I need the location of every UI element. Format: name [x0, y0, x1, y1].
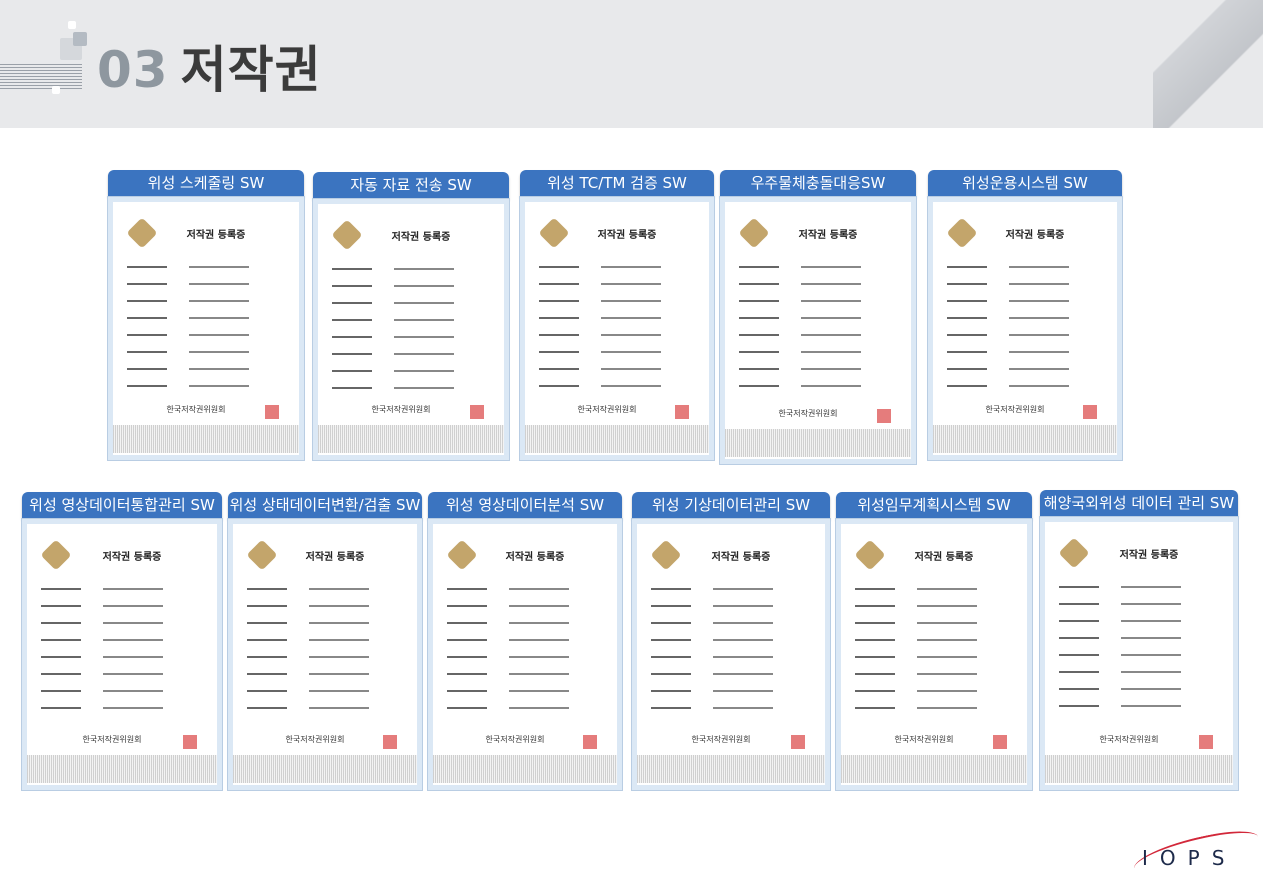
card-label: 위성 TC/TM 검증 SW — [520, 170, 714, 197]
certificate-fields — [947, 260, 1103, 396]
section-number: 03 — [97, 41, 169, 99]
certificate-fields — [1059, 580, 1219, 716]
certificate-footer-pattern — [841, 755, 1027, 783]
certificate-footer-pattern — [433, 755, 617, 783]
certificate-heading: 저작권 등록증 — [505, 552, 565, 563]
certificate-card: 위성 상태데이터변환/검출 SW 저작권 등록증 한국저작권위원회 — [227, 492, 423, 791]
certificate-document: 저작권 등록증 한국저작권위원회 — [835, 518, 1033, 791]
section-title: 저작권 — [180, 41, 322, 99]
certificate-fields — [41, 582, 203, 718]
certificate-footer-pattern — [1045, 755, 1233, 783]
certificate-document: 저작권 등록증 한국저작권위원회 — [631, 518, 831, 791]
official-seal-icon — [183, 735, 197, 749]
certificate-card: 위성 영상데이터통합관리 SW 저작권 등록증 한국저작권위원회 — [21, 492, 223, 791]
official-seal-icon — [1083, 405, 1097, 419]
official-seal-icon — [383, 735, 397, 749]
certificate-footer-pattern — [113, 425, 299, 453]
certificate-footer-pattern — [637, 755, 825, 783]
certificate-footer-pattern — [233, 755, 417, 783]
official-seal-icon — [1199, 735, 1213, 749]
certificate-authority: 한국저작권위원회 — [371, 405, 431, 414]
certificate-footer-pattern — [933, 425, 1117, 453]
certificate-card: 위성 TC/TM 검증 SW 저작권 등록증 한국저작권위원회 — [519, 170, 715, 461]
page-title: 03 저작권 — [97, 30, 322, 102]
official-seal-icon — [791, 735, 805, 749]
certificate-card: 위성 영상데이터분석 SW 저작권 등록증 한국저작권위원회 — [427, 492, 623, 791]
official-seal-icon — [993, 735, 1007, 749]
iops-logo: IOPS — [1142, 846, 1237, 870]
official-seal-icon — [583, 735, 597, 749]
certificate-heading: 저작권 등록증 — [1005, 230, 1065, 241]
certificate-card: 자동 자료 전송 SW 저작권 등록증 한국저작권위원회 — [312, 172, 510, 461]
decorative-lines — [0, 64, 82, 91]
certificate-document: 저작권 등록증 한국저작권위원회 — [519, 196, 715, 461]
card-label: 위성 상태데이터변환/검출 SW — [228, 492, 422, 519]
certificate-authority: 한국저작권위원회 — [985, 405, 1045, 414]
certificate-card: 우주물체충돌대응SW 저작권 등록증 한국저작권위원회 — [719, 170, 917, 465]
certificate-heading: 저작권 등록증 — [186, 230, 246, 241]
certificate-fields — [332, 262, 490, 398]
certificate-fields — [127, 260, 285, 396]
certificate-footer-pattern — [725, 429, 911, 457]
decor-square — [52, 86, 60, 94]
official-seal-icon — [265, 405, 279, 419]
official-seal-icon — [877, 409, 891, 423]
card-label: 위성운용시스템 SW — [928, 170, 1122, 197]
certificate-card: 해양국외위성 데이터 관리 SW 저작권 등록증 한국저작권위원회 — [1039, 490, 1239, 791]
certificate-document: 저작권 등록증 한국저작권위원회 — [227, 518, 423, 791]
certificate-heading: 저작권 등록증 — [391, 232, 451, 243]
certificate-document: 저작권 등록증 한국저작권위원회 — [107, 196, 305, 461]
certificate-card: 위성 기상데이터관리 SW 저작권 등록증 한국저작권위원회 — [631, 492, 831, 791]
official-seal-icon — [675, 405, 689, 419]
certificate-document: 저작권 등록증 한국저작권위원회 — [1039, 516, 1239, 791]
certificate-authority: 한국저작권위원회 — [778, 409, 838, 418]
certificate-card: 위성임무계획시스템 SW 저작권 등록증 한국저작권위원회 — [835, 492, 1033, 791]
certificate-authority: 한국저작권위원회 — [485, 735, 545, 744]
certificate-fields — [447, 582, 603, 718]
decor-square — [73, 32, 87, 46]
certificate-document: 저작권 등록증 한국저작권위원회 — [927, 196, 1123, 461]
certificate-fields — [651, 582, 811, 718]
decor-square — [68, 21, 76, 29]
certificate-document: 저작권 등록증 한국저작권위원회 — [21, 518, 223, 791]
card-label: 우주물체충돌대응SW — [720, 170, 916, 197]
certificate-footer-pattern — [318, 425, 504, 453]
certificate-fields — [247, 582, 403, 718]
certificate-heading: 저작권 등록증 — [102, 552, 162, 563]
certificate-document: 저작권 등록증 한국저작권위원회 — [719, 196, 917, 465]
certificate-heading: 저작권 등록증 — [597, 230, 657, 241]
card-label: 위성 스케줄링 SW — [108, 170, 304, 197]
certificate-fields — [855, 582, 1013, 718]
certificate-authority: 한국저작권위원회 — [166, 405, 226, 414]
card-label: 위성 기상데이터관리 SW — [632, 492, 830, 519]
card-label: 자동 자료 전송 SW — [313, 172, 509, 199]
certificate-footer-pattern — [525, 425, 709, 453]
certificate-card: 위성운용시스템 SW 저작권 등록증 한국저작권위원회 — [927, 170, 1123, 461]
certificate-document: 저작권 등록증 한국저작권위원회 — [312, 198, 510, 461]
certificate-authority: 한국저작권위원회 — [82, 735, 142, 744]
card-label: 위성 영상데이터통합관리 SW — [22, 492, 222, 519]
card-label: 위성임무계획시스템 SW — [836, 492, 1032, 519]
certificate-heading: 저작권 등록증 — [1119, 550, 1179, 561]
certificate-heading: 저작권 등록증 — [798, 230, 858, 241]
certificate-authority: 한국저작권위원회 — [577, 405, 637, 414]
certificate-heading: 저작권 등록증 — [914, 552, 974, 563]
certificate-authority: 한국저작권위원회 — [285, 735, 345, 744]
certificate-authority: 한국저작권위원회 — [894, 735, 954, 744]
certificate-fields — [739, 260, 897, 396]
certificate-fields — [539, 260, 695, 396]
certificate-card: 위성 스케줄링 SW 저작권 등록증 한국저작권위원회 — [107, 170, 305, 461]
official-seal-icon — [470, 405, 484, 419]
certificate-authority: 한국저작권위원회 — [1099, 735, 1159, 744]
satellite-image — [1153, 0, 1263, 128]
certificate-authority: 한국저작권위원회 — [691, 735, 751, 744]
card-label: 해양국외위성 데이터 관리 SW — [1040, 490, 1238, 517]
header-band: 03 저작권 — [0, 0, 1263, 128]
certificate-footer-pattern — [27, 755, 217, 783]
certificate-document: 저작권 등록증 한국저작권위원회 — [427, 518, 623, 791]
certificate-heading: 저작권 등록증 — [305, 552, 365, 563]
card-label: 위성 영상데이터분석 SW — [428, 492, 622, 519]
certificate-heading: 저작권 등록증 — [711, 552, 771, 563]
